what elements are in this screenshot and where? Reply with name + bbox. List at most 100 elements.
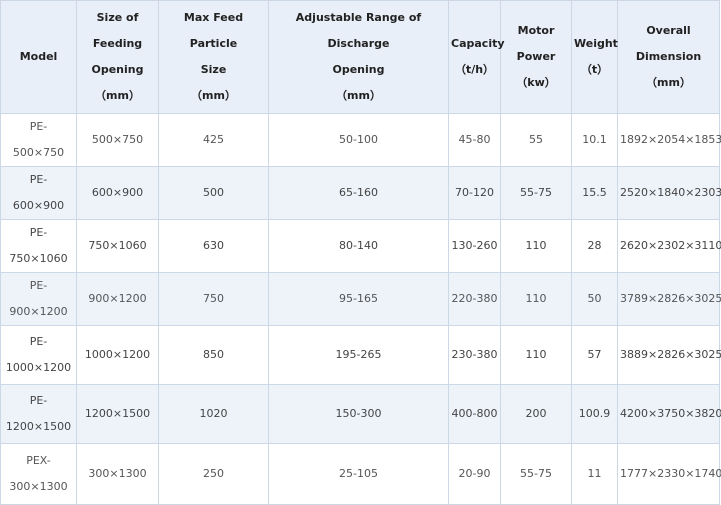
cell-capacity: 230-380 bbox=[448, 325, 501, 385]
cell-model: PE- 750×1060 bbox=[0, 219, 77, 273]
cell-overall-dimension: 1892×2054×1853 bbox=[617, 113, 721, 167]
cell-weight: 15.5 bbox=[571, 166, 618, 220]
cell-text-line: 1000×1200 bbox=[5, 361, 72, 374]
cell-weight: 28 bbox=[571, 219, 618, 273]
header-weight: Weight （t） bbox=[571, 0, 618, 114]
cell-capacity: 400-800 bbox=[448, 384, 501, 444]
cell-text-line: PE- bbox=[29, 394, 48, 407]
cell-overall-dimension: 3889×2826×3025 bbox=[617, 325, 721, 385]
cell-discharge-range: 25-105 bbox=[268, 443, 449, 505]
cell-discharge-range: 50-100 bbox=[268, 113, 449, 167]
cell-max-feed-size: 750 bbox=[158, 272, 269, 326]
cell-feed-opening: 300×1300 bbox=[76, 443, 159, 505]
cell-text-line: Overall bbox=[646, 24, 691, 37]
cell-model: PE- 600×900 bbox=[0, 166, 77, 220]
cell-text-line: PE- bbox=[29, 335, 48, 348]
table-row: PE- 600×900 600×900 500 65-160 70-120 55… bbox=[0, 166, 721, 220]
cell-text-line: Motor bbox=[517, 24, 555, 37]
cell-text-line: Weight bbox=[574, 37, 618, 50]
cell-text-line: Size bbox=[200, 63, 227, 76]
cell-feed-opening: 750×1060 bbox=[76, 219, 159, 273]
cell-motor-power: 55 bbox=[500, 113, 572, 167]
cell-capacity: 130-260 bbox=[448, 219, 501, 273]
cell-discharge-range: 65-160 bbox=[268, 166, 449, 220]
cell-text-line: 1200×1500 bbox=[5, 420, 72, 433]
header-max-feed-size: Max Feed Particle Size （mm） bbox=[158, 0, 269, 114]
table-row: PE- 1200×1500 1200×1500 1020 150-300 400-… bbox=[0, 384, 721, 444]
cell-text-line: PE- 900×1200 bbox=[9, 279, 68, 318]
cell-text-line: Opening bbox=[91, 63, 144, 76]
cell-text-line: Power bbox=[516, 50, 556, 63]
cell-model: PE- 900×1200 bbox=[0, 272, 77, 326]
cell-discharge-range: 95-165 bbox=[268, 272, 449, 326]
cell-motor-power: 55-75 bbox=[500, 443, 572, 505]
cell-text-line: （mm） bbox=[336, 89, 381, 102]
cell-motor-power: 200 bbox=[500, 384, 572, 444]
cell-text-line: PE- 500×750 bbox=[12, 120, 65, 159]
cell-overall-dimension: 3789×2826×3025 bbox=[617, 272, 721, 326]
cell-weight: 57 bbox=[571, 325, 618, 385]
header-motor-power: Motor Power （kw） bbox=[500, 0, 572, 114]
cell-text-line: Capacity bbox=[451, 37, 505, 50]
cell-max-feed-size: 425 bbox=[158, 113, 269, 167]
cell-model: PE- 500×750 bbox=[0, 113, 77, 167]
cell-text-line: （mm） bbox=[646, 76, 691, 89]
cell-text-line: Max Feed Particle bbox=[183, 11, 244, 50]
cell-text-line: PEX- bbox=[26, 454, 51, 467]
cell-discharge-range: 195-265 bbox=[268, 325, 449, 385]
header-model: Model bbox=[0, 0, 77, 114]
cell-weight: 100.9 bbox=[571, 384, 618, 444]
cell-text-line: Dimension bbox=[635, 50, 702, 63]
cell-capacity: 70-120 bbox=[448, 166, 501, 220]
header-overall-dimension: Overall Dimension （mm） bbox=[617, 0, 720, 114]
header-discharge-range: Adjustable Range of Discharge Opening （mm） bbox=[268, 0, 449, 114]
header-row: Model Size of Feeding Opening （mm） Max Feed… bbox=[0, 0, 720, 114]
cell-discharge-range: 80-140 bbox=[268, 219, 449, 273]
table-row: PE- 750×1060 750×1060 630 80-140 130-260… bbox=[0, 219, 721, 273]
cell-overall-dimension: 4200×3750×3820 bbox=[617, 384, 721, 444]
cell-text-line: 300×1300 bbox=[9, 480, 68, 493]
cell-text-line: （kw） bbox=[516, 76, 556, 89]
cell-discharge-range: 150-300 bbox=[268, 384, 449, 444]
table-row: PE- 1000×1200 1000×1200 850 195-265 230-3… bbox=[0, 325, 721, 385]
cell-feed-opening: 1000×1200 bbox=[76, 325, 159, 385]
cell-max-feed-size: 850 bbox=[158, 325, 269, 385]
cell-text-line: PE- 750×1060 bbox=[9, 226, 68, 265]
cell-text-line: Adjustable Range of Discharge bbox=[295, 11, 422, 50]
cell-weight: 11 bbox=[571, 443, 618, 505]
cell-text-line: Size of bbox=[96, 11, 139, 24]
cell-text-line: （mm） bbox=[191, 89, 236, 102]
cell-max-feed-size: 500 bbox=[158, 166, 269, 220]
table-row: PE- 500×750 500×750 425 50-100 45-80 55 … bbox=[0, 113, 721, 167]
cell-feed-opening: 1200×1500 bbox=[76, 384, 159, 444]
cell-overall-dimension: 1777×2330×1740 bbox=[617, 443, 721, 505]
cell-text-line: （mm） bbox=[95, 89, 140, 102]
cell-feed-opening: 500×750 bbox=[76, 113, 159, 167]
cell-motor-power: 110 bbox=[500, 325, 572, 385]
cell-motor-power: 110 bbox=[500, 272, 572, 326]
cell-weight: 50 bbox=[571, 272, 618, 326]
table-row: PE- 900×1200 900×1200 750 95-165 220-380… bbox=[0, 272, 721, 326]
cell-weight: 10.1 bbox=[571, 113, 618, 167]
cell-model: PE- 1200×1500 bbox=[0, 384, 77, 444]
cell-max-feed-size: 630 bbox=[158, 219, 269, 273]
cell-capacity: 20-90 bbox=[448, 443, 501, 505]
cell-model: PE- 1000×1200 bbox=[0, 325, 77, 385]
cell-capacity: 45-80 bbox=[448, 113, 501, 167]
cell-capacity: 220-380 bbox=[448, 272, 501, 326]
cell-model: PEX- 300×1300 bbox=[0, 443, 77, 505]
cell-text-line: Feeding bbox=[92, 37, 143, 50]
cell-overall-dimension: 2520×1840×2303 bbox=[617, 166, 721, 220]
cell-text-line: （t） bbox=[580, 63, 609, 76]
header-feed-opening: Size of Feeding Opening （mm） bbox=[76, 0, 159, 114]
cell-motor-power: 110 bbox=[500, 219, 572, 273]
cell-overall-dimension: 2620×2302×3110 bbox=[617, 219, 721, 273]
cell-feed-opening: 600×900 bbox=[76, 166, 159, 220]
cell-feed-opening: 900×1200 bbox=[76, 272, 159, 326]
header-capacity: Capacity （t/h） bbox=[448, 0, 505, 114]
table-row: PEX- 300×1300 300×1300 250 25-105 20-90 5… bbox=[0, 443, 721, 505]
cell-max-feed-size: 1020 bbox=[158, 384, 269, 444]
cell-text-line: Opening bbox=[332, 63, 385, 76]
cell-text-line: Model bbox=[19, 50, 58, 63]
